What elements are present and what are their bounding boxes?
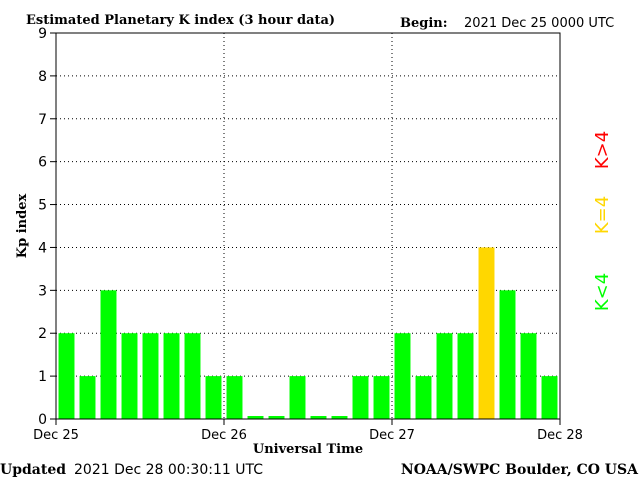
kp-bar xyxy=(226,376,243,419)
y-tick-label: 8 xyxy=(38,69,47,85)
kp-bar xyxy=(499,290,516,419)
chart-title: Estimated Planetary K index (3 hour data… xyxy=(26,13,335,28)
kp-bar xyxy=(100,290,117,419)
kp-bar xyxy=(541,376,558,419)
kp-bar xyxy=(436,333,453,419)
grid-lines xyxy=(56,33,560,419)
y-tick-label: 0 xyxy=(38,412,47,428)
x-tick-label: Dec 27 xyxy=(369,428,415,443)
legend-kp-equal-4: K=4 xyxy=(592,196,613,234)
y-tick-label: 2 xyxy=(38,326,47,342)
kp-bar xyxy=(457,333,474,419)
y-tick-label: 4 xyxy=(38,240,47,256)
y-axis-label: Kp index xyxy=(15,194,30,259)
x-axis-label: Universal Time xyxy=(253,442,363,457)
x-tick-label: Dec 28 xyxy=(537,428,583,443)
credit-text: NOAA/SWPC Boulder, CO USA xyxy=(401,462,639,478)
y-tick-label: 6 xyxy=(38,155,47,171)
legend-kp-above-4: K>4 xyxy=(592,131,613,169)
kp-bar xyxy=(331,416,348,419)
updated-label: Updated xyxy=(0,462,66,478)
bars xyxy=(58,247,558,419)
kp-bar xyxy=(142,333,159,419)
kp-bar xyxy=(58,333,75,419)
y-tick-label: 1 xyxy=(38,369,47,385)
kp-bar xyxy=(184,333,201,419)
plot-frame xyxy=(55,32,561,420)
kp-bar xyxy=(373,376,390,419)
begin-value: 2021 Dec 25 0000 UTC xyxy=(464,16,614,31)
kp-bar xyxy=(289,376,306,419)
x-tick-label: Dec 26 xyxy=(201,428,247,443)
kp-bar xyxy=(79,376,96,419)
y-tick-label: 5 xyxy=(38,198,47,214)
x-axis-ticks: Dec 25 Dec 26 Dec 27 Dec 28 xyxy=(33,419,583,443)
y-tick-label: 9 xyxy=(38,26,47,42)
kp-bar xyxy=(247,416,264,419)
kp-bar xyxy=(352,376,369,419)
kp-bar xyxy=(520,333,537,419)
x-tick-label: Dec 25 xyxy=(33,428,79,443)
y-tick-label: 3 xyxy=(38,283,47,299)
kp-bar xyxy=(205,376,222,419)
kp-bar xyxy=(394,333,411,419)
kp-bar xyxy=(415,376,432,419)
y-axis-ticks: 0 1 2 3 4 5 6 7 8 9 xyxy=(38,26,56,428)
y-tick-label: 7 xyxy=(38,112,47,128)
legend-kp-below-4: K<4 xyxy=(592,273,613,311)
kp-bar xyxy=(268,416,285,419)
kp-bar xyxy=(121,333,138,419)
kp-bar xyxy=(163,333,180,419)
updated-value: 2021 Dec 28 00:30:11 UTC xyxy=(74,462,263,478)
kp-bar xyxy=(310,416,327,419)
begin-label: Begin: xyxy=(400,16,448,31)
kp-bar xyxy=(478,247,495,419)
